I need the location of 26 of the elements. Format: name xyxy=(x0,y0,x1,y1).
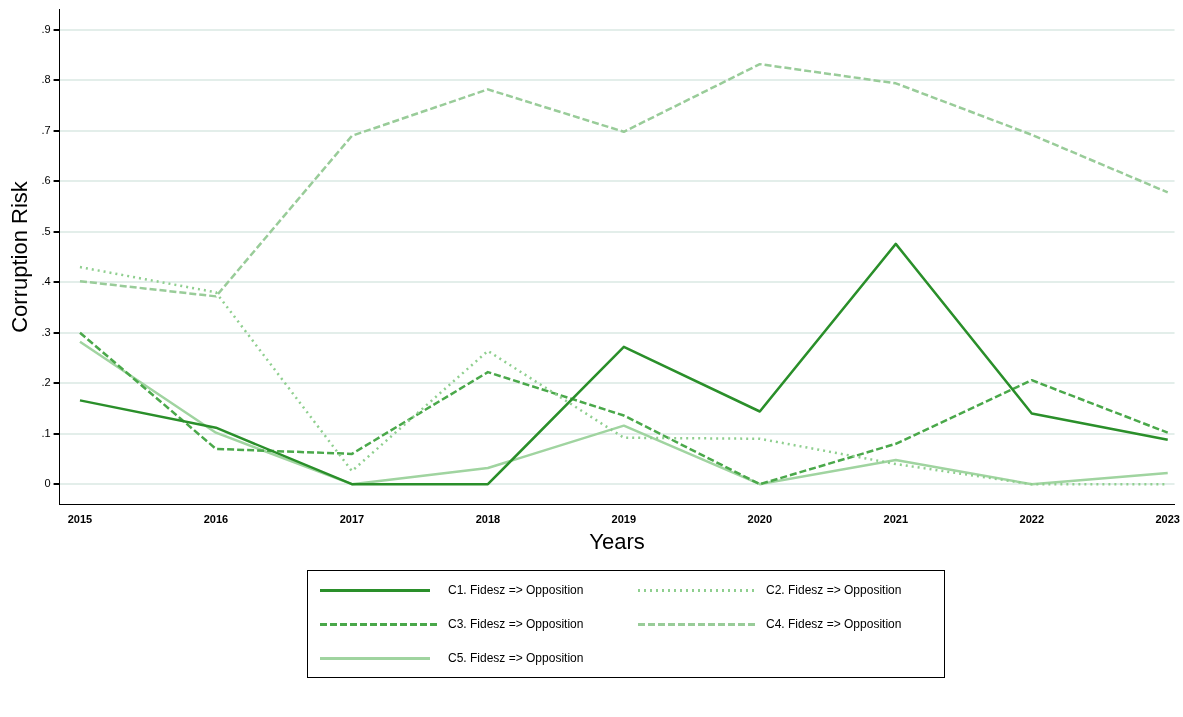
x-tick-label: 2022 xyxy=(1019,513,1044,526)
x-tick-label: 2015 xyxy=(67,513,93,526)
legend-label: C4. Fidesz => Opposition xyxy=(766,617,902,631)
x-tick-label: 2019 xyxy=(611,513,637,526)
x-tick-label: 2016 xyxy=(203,513,229,526)
x-tick-label: 2023 xyxy=(1155,513,1180,526)
x-tick-label: 2018 xyxy=(475,513,501,526)
y-tick-label: 0 xyxy=(44,477,51,490)
y-tick-label: .3 xyxy=(41,325,51,338)
legend-label: C5. Fidesz => Opposition xyxy=(448,651,584,665)
y-tick-label: .4 xyxy=(41,275,51,288)
legend-label: C1. Fidesz => Opposition xyxy=(448,583,584,597)
y-tick-label: .5 xyxy=(41,224,51,237)
y-tick-label: .9 xyxy=(41,22,51,35)
x-tick-label: 2017 xyxy=(339,513,365,526)
y-tick-label: .2 xyxy=(41,376,51,389)
legend-label: C3. Fidesz => Opposition xyxy=(448,617,584,631)
y-tick-label: .7 xyxy=(41,123,51,136)
y-tick-label: .1 xyxy=(41,426,51,439)
y-tick-label: .8 xyxy=(41,73,51,86)
x-tick-label: 2021 xyxy=(883,513,909,526)
x-tick-label: 2020 xyxy=(747,513,773,526)
legend-label: C2. Fidesz => Opposition xyxy=(766,583,902,597)
y-tick-label: .6 xyxy=(41,174,51,187)
y-axis-title: Corruption Risk xyxy=(7,180,33,333)
x-axis-title: Years xyxy=(589,528,645,554)
